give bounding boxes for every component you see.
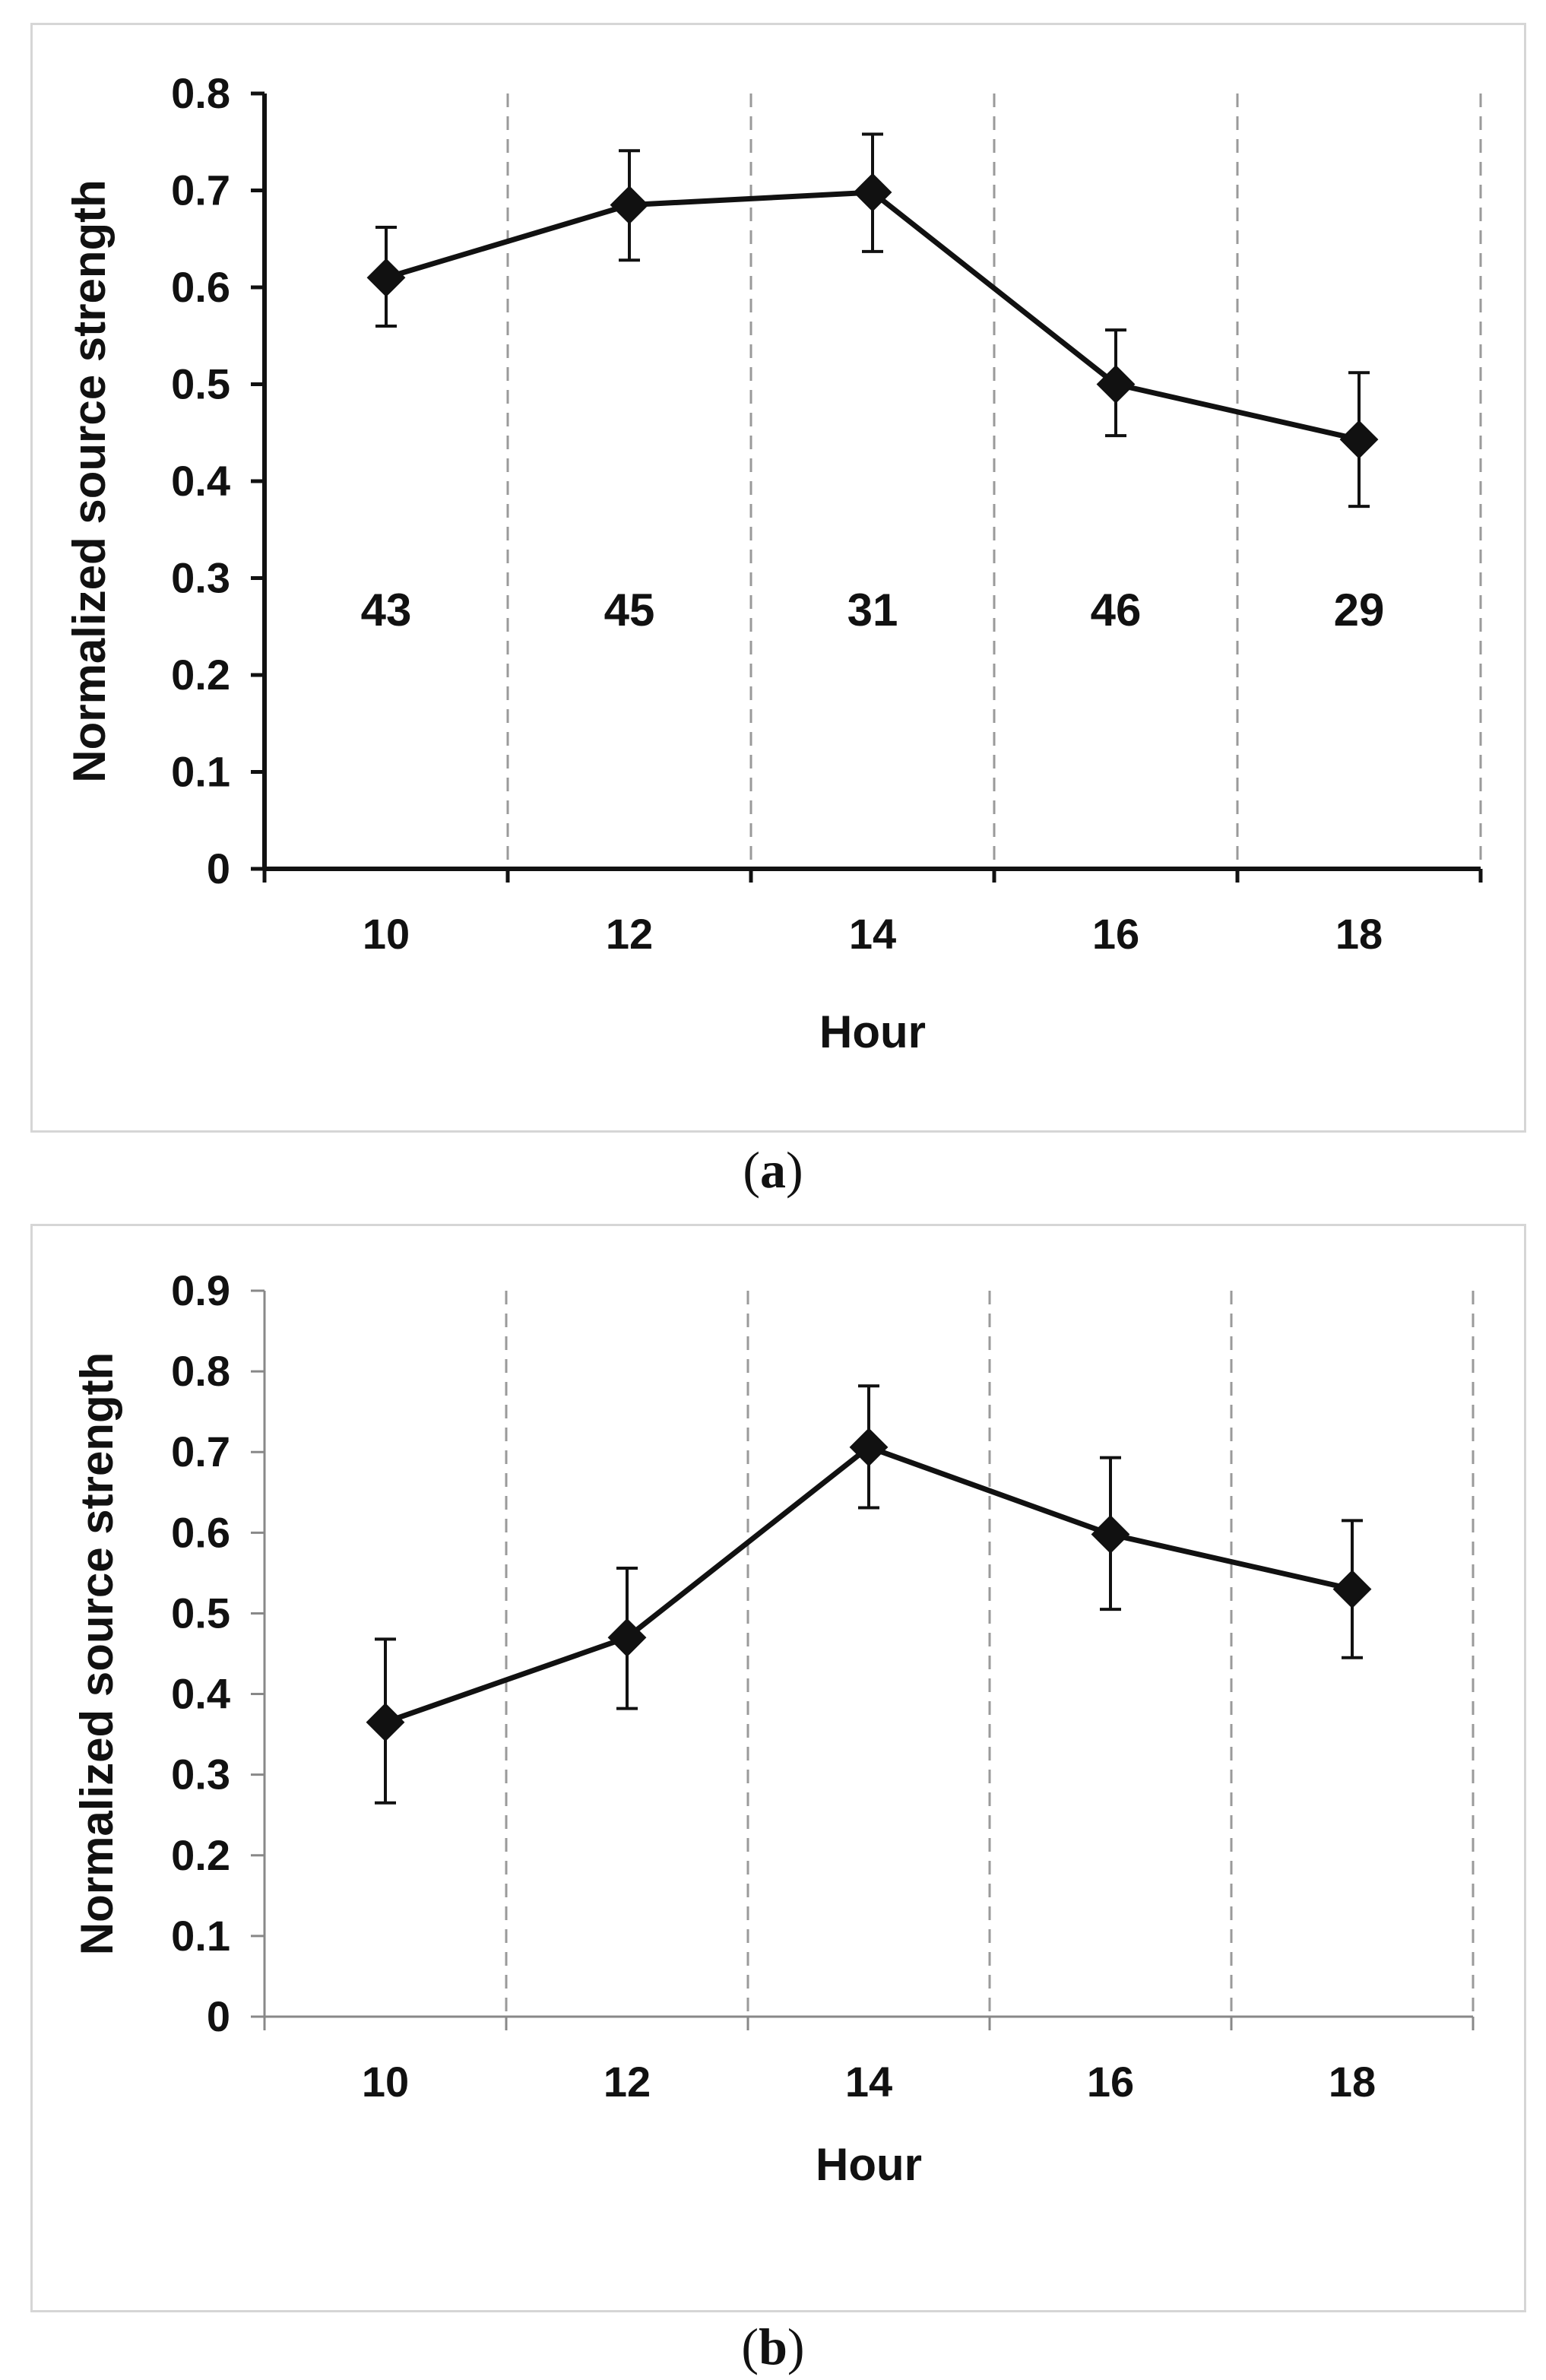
y-tick-label: 0 bbox=[207, 1992, 230, 2040]
y-tick-label: 0.2 bbox=[171, 651, 230, 699]
y-tick-label: 0.4 bbox=[171, 457, 230, 505]
caption-a: (a) bbox=[743, 1141, 803, 1199]
x-tick-label: 18 bbox=[1329, 2058, 1376, 2106]
chart-panel-a: 0 0.1 0.2 0.3 0.4 0.5 0.6 0.7 0.8 10 12 14 16 18 Hour N… bbox=[30, 23, 1526, 1133]
data-point-marker bbox=[610, 185, 649, 225]
y-tick-label: 0.1 bbox=[171, 1912, 230, 1960]
y-axis-title: Normalized source strength bbox=[71, 1352, 122, 1956]
sample-count-label: 31 bbox=[847, 585, 898, 635]
x-tick-label: 14 bbox=[845, 2058, 892, 2106]
sample-count-label: 43 bbox=[361, 585, 412, 635]
sample-count-label: 29 bbox=[1334, 585, 1385, 635]
x-tick-label: 12 bbox=[604, 2058, 651, 2106]
x-tick-label: 10 bbox=[362, 2058, 409, 2106]
y-tick-label: 0.8 bbox=[171, 1347, 230, 1395]
data-point-marker bbox=[1332, 1570, 1372, 1609]
data-point-marker bbox=[1091, 1515, 1130, 1554]
x-tick-label: 16 bbox=[1087, 2058, 1134, 2106]
chart-b: 0 0.1 0.2 0.3 0.4 0.5 0.6 0.7 0.8 0.9 10 12 14 16 18 Ho… bbox=[71, 1266, 1475, 2190]
y-tick-label: 0.6 bbox=[171, 1508, 230, 1556]
x-axis-title: Hour bbox=[819, 1006, 926, 1057]
data-point-marker bbox=[849, 1428, 889, 1467]
x-axis-title: Hour bbox=[816, 2139, 922, 2190]
sample-count-label: 46 bbox=[1091, 585, 1142, 635]
data-point-marker bbox=[366, 258, 406, 297]
data-point-marker bbox=[1339, 420, 1379, 459]
caption-b: (b) bbox=[741, 2318, 805, 2375]
y-tick-label: 0.1 bbox=[171, 748, 230, 796]
x-tick-label: 18 bbox=[1335, 910, 1383, 958]
y-tick-label: 0.3 bbox=[171, 1751, 230, 1798]
y-tick-label: 0.9 bbox=[171, 1266, 230, 1314]
y-tick-label: 0.6 bbox=[171, 263, 230, 311]
y-tick-label: 0.5 bbox=[171, 360, 230, 408]
y-tick-label: 0.5 bbox=[171, 1589, 230, 1637]
chart-panel-b: 0 0.1 0.2 0.3 0.4 0.5 0.6 0.7 0.8 0.9 10 12 14 16 18 Ho… bbox=[30, 1224, 1526, 2312]
x-tick-label: 16 bbox=[1092, 910, 1139, 958]
chart-a: 0 0.1 0.2 0.3 0.4 0.5 0.6 0.7 0.8 10 12 14 16 18 Hour N… bbox=[64, 69, 1483, 1057]
y-tick-label: 0.4 bbox=[171, 1670, 230, 1718]
y-axis-title: Normalized source strength bbox=[64, 179, 115, 783]
y-tick-label: 0.3 bbox=[171, 554, 230, 602]
y-tick-label: 0.2 bbox=[171, 1831, 230, 1879]
data-point-marker bbox=[1096, 365, 1136, 404]
x-tick-label: 12 bbox=[606, 910, 653, 958]
data-point-marker bbox=[607, 1618, 647, 1657]
y-tick-label: 0 bbox=[207, 845, 230, 892]
y-tick-label: 0.7 bbox=[171, 1428, 230, 1475]
y-tick-label: 0.7 bbox=[171, 166, 230, 214]
y-tick-label: 0.8 bbox=[171, 69, 230, 117]
x-tick-label: 10 bbox=[363, 910, 410, 958]
data-point-marker bbox=[853, 173, 892, 212]
sample-count-label: 45 bbox=[604, 585, 655, 635]
data-point-marker bbox=[366, 1703, 405, 1742]
x-tick-label: 14 bbox=[849, 910, 896, 958]
